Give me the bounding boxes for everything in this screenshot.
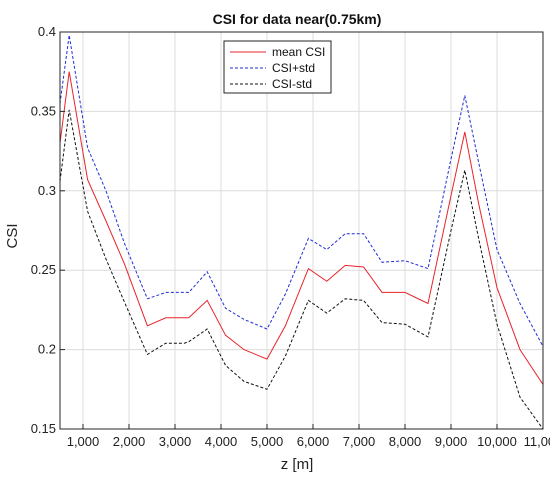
series-line-3	[59, 109, 544, 430]
y-axis-label: CSI	[4, 223, 21, 248]
x-tick-label: 6,000	[297, 434, 330, 449]
x-tick-label: 7,000	[343, 434, 376, 449]
series-line-1	[59, 71, 544, 385]
x-tick-label: 2,000	[113, 434, 146, 449]
y-tick-label: 0.25	[31, 262, 56, 277]
x-tick-label: 5,000	[251, 434, 284, 449]
y-tick-label: 0.2	[38, 342, 56, 357]
y-tick-label: 0.15	[31, 421, 56, 436]
x-tick-label: 3,000	[159, 434, 192, 449]
x-tick-label: 1,000	[67, 434, 100, 449]
series-line-2	[59, 35, 544, 347]
x-tick-label: 9,000	[435, 434, 468, 449]
legend-entry: CSI+std	[272, 61, 315, 75]
x-tick-label: 10,000	[477, 434, 517, 449]
x-tick-label: 4,000	[205, 434, 238, 449]
plot-area	[59, 31, 544, 430]
legend-entry: mean CSI	[272, 45, 325, 59]
y-tick-label: 0.4	[38, 24, 56, 39]
series-lines	[59, 35, 544, 430]
legend: mean CSI CSI+std CSI-std	[223, 40, 332, 94]
y-tick-label: 0.35	[31, 103, 56, 118]
y-tick-label: 0.3	[38, 183, 56, 198]
x-axis-ticks: 1,000 2,000 3,000 4,000 5,000 6,000 7,000 8,000…	[67, 424, 550, 449]
legend-entry: CSI-std	[272, 77, 312, 91]
y-axis-ticks: 0.15 0.2 0.25 0.3 0.35 0.4	[31, 24, 65, 436]
x-tick-label: 8,000	[389, 434, 422, 449]
x-axis-label: z [m]	[281, 456, 314, 473]
chart-title: CSI for data near(0.75km)	[213, 11, 382, 27]
x-tick-label: 11,000	[524, 434, 550, 449]
